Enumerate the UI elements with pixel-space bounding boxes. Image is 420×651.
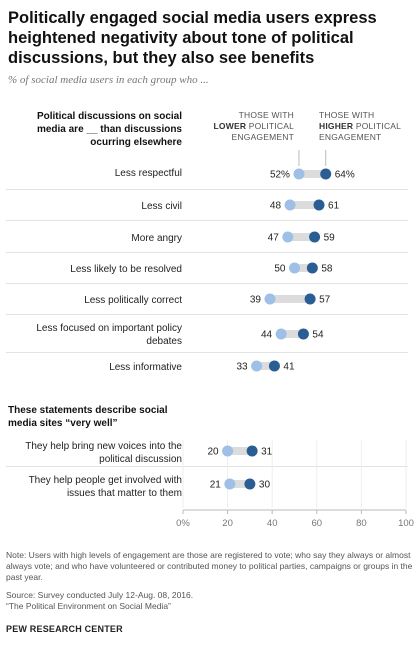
x-tick-label: 0% — [176, 518, 190, 529]
value-label-higher: 59 — [324, 233, 336, 244]
dot-higher-engagement — [244, 478, 256, 490]
chart-title: Politically engaged social media users e… — [8, 9, 377, 67]
row-label-less-likely-resolved: Less likely to be resolved — [6, 263, 182, 276]
dot-lower-engagement — [282, 231, 294, 243]
row-label-line: They help bring new voices into the — [25, 441, 182, 452]
row-label-get-involved: They help people get involved with issues… — [6, 474, 182, 500]
row-label-less-informative: Less informative — [6, 361, 182, 374]
row-label-line: They help people get involved with — [28, 475, 182, 486]
column-header-line: HIGHER POLITICAL — [319, 121, 402, 131]
value-label-lower: 39 — [250, 295, 262, 306]
dot-lower-engagement — [224, 478, 236, 490]
dot-higher-engagement — [246, 445, 258, 457]
dot-higher-engagement — [309, 231, 321, 243]
value-label-lower: 50 — [274, 264, 286, 275]
section-heading-line: These statements describe social — [8, 405, 168, 416]
x-tick-label: 40 — [267, 518, 278, 529]
row-label-line: Less politically correct — [84, 295, 182, 306]
chart-subtitle: % of social media users in each group wh… — [8, 74, 209, 86]
value-label-higher: 57 — [319, 295, 331, 306]
row-label-line: political discussion — [99, 454, 182, 465]
section-heading-line: media are __ than discussions — [36, 124, 182, 135]
row-label-line: Less focused on important policy — [36, 323, 182, 334]
section-heading-line: Political discussions on social — [36, 111, 182, 122]
row-divider — [6, 252, 408, 253]
dot-lower-engagement — [222, 445, 234, 457]
row-divider — [6, 314, 408, 315]
column-header-lower: THOSE WITH LOWER POLITICAL ENGAGEMENT — [204, 110, 294, 143]
row-label-less-respectful: Less respectful — [6, 167, 182, 180]
value-label-higher: 30 — [259, 480, 271, 491]
value-label-lower: 33 — [236, 362, 248, 373]
value-label-higher: 61 — [328, 201, 340, 212]
column-header-line: ENGAGEMENT — [319, 132, 382, 142]
value-label-higher: 64% — [335, 170, 355, 181]
row-label-line: More angry — [131, 233, 182, 244]
row-divider — [6, 283, 408, 284]
dot-lower-engagement — [293, 168, 305, 180]
source-line: “The Political Environment on Social Med… — [6, 601, 171, 611]
column-header-line: THOSE WITH — [319, 110, 375, 120]
row-label-line: Less civil — [141, 201, 182, 212]
value-label-lower: 44 — [261, 330, 273, 341]
value-label-lower: 20 — [207, 447, 219, 458]
column-header-line: ENGAGEMENT — [231, 132, 294, 142]
column-header-line: THOSE WITH — [238, 110, 294, 120]
dot-lower-engagement — [264, 293, 276, 305]
row-label-less-focused-policy: Less focused on important policy debates — [6, 322, 182, 348]
section-heading-very-well: These statements describe social media s… — [8, 404, 208, 430]
dot-lower-engagement — [284, 199, 296, 211]
row-label-line: Less likely to be resolved — [70, 264, 182, 275]
source-line: Source: Survey conducted July 12-Aug. 08… — [6, 590, 194, 600]
row-label-more-angry: More angry — [6, 232, 182, 245]
section-heading-line: media sites “very well” — [8, 418, 118, 429]
pew-research-logo-text: PEW RESEARCH CENTER — [6, 624, 123, 634]
x-tick-label: 20 — [222, 518, 233, 529]
value-label-lower: 47 — [268, 233, 280, 244]
dot-lower-engagement — [251, 360, 263, 372]
dot-higher-engagement — [313, 199, 325, 211]
column-header-emphasis: LOWER — [213, 121, 247, 131]
dot-plot-chart: 0% 20 40 60 80 100 52% 64% 48 61 47 59 50 58 39 57 44 54 3… — [176, 150, 414, 529]
value-label-higher: 54 — [312, 330, 324, 341]
row-divider — [6, 189, 408, 190]
chart-note: Note: Users with high levels of engageme… — [6, 550, 413, 582]
row-divider — [6, 352, 408, 353]
row-divider — [6, 466, 408, 467]
section-heading-tone: Political discussions on social media ar… — [32, 110, 182, 149]
column-header-higher: THOSE WITH HIGHER POLITICAL ENGAGEMENT — [319, 110, 415, 143]
row-label-less-politically-correct: Less politically correct — [6, 294, 182, 307]
dot-lower-engagement — [275, 328, 287, 340]
section-heading-line: ocurring elsewhere — [90, 137, 182, 148]
row-label-line: Less respectful — [114, 168, 182, 179]
value-label-higher: 41 — [283, 362, 295, 373]
row-divider — [6, 220, 408, 221]
value-label-lower: 52% — [270, 170, 290, 181]
row-label-line: debates — [146, 336, 182, 347]
dot-higher-engagement — [268, 360, 280, 372]
column-header-emphasis: HIGHER — [319, 121, 354, 131]
value-label-lower: 48 — [270, 201, 282, 212]
x-tick-label: 100 — [398, 518, 414, 529]
x-tick-label: 80 — [356, 518, 367, 529]
dot-lower-engagement — [289, 262, 300, 274]
dot-higher-engagement — [306, 262, 318, 274]
chart-source: Source: Survey conducted July 12-Aug. 08… — [6, 590, 416, 612]
row-label-line: issues that matter to them — [66, 488, 182, 499]
value-label-lower: 21 — [210, 480, 222, 491]
value-label-higher: 58 — [321, 264, 333, 275]
column-header-line: LOWER POLITICAL — [213, 121, 294, 131]
dot-higher-engagement — [304, 293, 316, 305]
row-label-less-civil: Less civil — [6, 200, 182, 213]
x-tick-label: 60 — [312, 518, 323, 529]
dot-higher-engagement — [320, 168, 332, 180]
row-label-new-voices: They help bring new voices into the polit… — [6, 440, 182, 466]
value-label-higher: 31 — [261, 447, 273, 458]
row-label-line: Less informative — [109, 362, 182, 373]
dot-higher-engagement — [297, 328, 309, 340]
